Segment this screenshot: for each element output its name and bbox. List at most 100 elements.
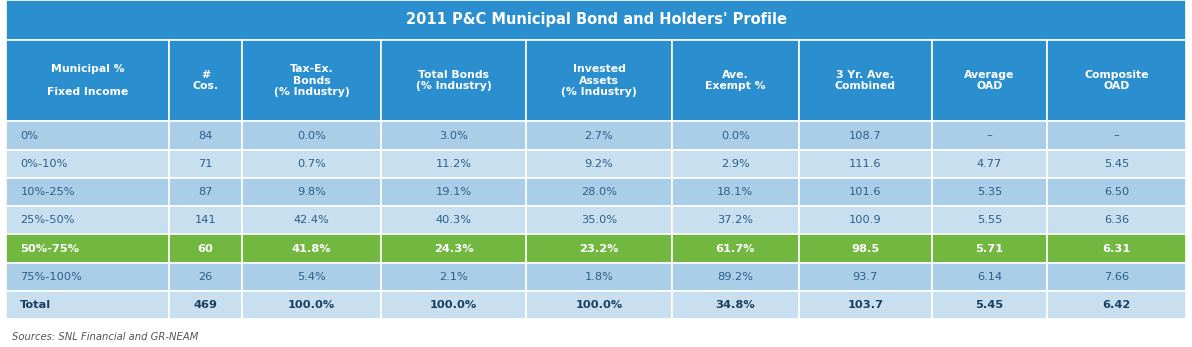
- FancyBboxPatch shape: [932, 206, 1047, 235]
- Text: 9.8%: 9.8%: [297, 187, 325, 197]
- Text: 2011 P&C Municipal Bond and Holders' Profile: 2011 P&C Municipal Bond and Holders' Pro…: [405, 12, 787, 27]
- FancyBboxPatch shape: [242, 291, 381, 319]
- FancyBboxPatch shape: [671, 40, 799, 121]
- FancyBboxPatch shape: [799, 263, 932, 291]
- FancyBboxPatch shape: [242, 121, 381, 150]
- FancyBboxPatch shape: [527, 121, 671, 150]
- Text: 4.77: 4.77: [976, 159, 1002, 169]
- Text: 0%-10%: 0%-10%: [20, 159, 68, 169]
- Text: 7.66: 7.66: [1104, 272, 1129, 282]
- Text: 5.55: 5.55: [976, 215, 1002, 225]
- FancyBboxPatch shape: [6, 235, 169, 263]
- Text: 61.7%: 61.7%: [715, 244, 755, 254]
- FancyBboxPatch shape: [799, 40, 932, 121]
- FancyBboxPatch shape: [242, 150, 381, 178]
- FancyBboxPatch shape: [1047, 206, 1186, 235]
- Text: 100.0%: 100.0%: [288, 300, 335, 310]
- Text: 9.2%: 9.2%: [584, 159, 614, 169]
- FancyBboxPatch shape: [932, 291, 1047, 319]
- Text: –: –: [987, 130, 992, 141]
- FancyBboxPatch shape: [6, 263, 169, 291]
- FancyBboxPatch shape: [169, 206, 242, 235]
- Text: 2.9%: 2.9%: [721, 159, 750, 169]
- Text: 6.31: 6.31: [1103, 244, 1130, 254]
- FancyBboxPatch shape: [169, 235, 242, 263]
- FancyBboxPatch shape: [527, 178, 671, 206]
- FancyBboxPatch shape: [527, 206, 671, 235]
- FancyBboxPatch shape: [1047, 263, 1186, 291]
- FancyBboxPatch shape: [381, 235, 527, 263]
- Text: 100.0%: 100.0%: [576, 300, 622, 310]
- FancyBboxPatch shape: [242, 235, 381, 263]
- Text: 0%: 0%: [20, 130, 38, 141]
- FancyBboxPatch shape: [381, 291, 527, 319]
- Text: 1.8%: 1.8%: [584, 272, 614, 282]
- FancyBboxPatch shape: [671, 206, 799, 235]
- FancyBboxPatch shape: [6, 121, 169, 150]
- Text: 89.2%: 89.2%: [718, 272, 753, 282]
- Text: 0.0%: 0.0%: [297, 130, 325, 141]
- Text: 2.1%: 2.1%: [440, 272, 468, 282]
- Text: #
Cos.: # Cos.: [193, 70, 218, 91]
- FancyBboxPatch shape: [527, 291, 671, 319]
- Text: 5.71: 5.71: [975, 244, 1004, 254]
- FancyBboxPatch shape: [169, 150, 242, 178]
- Text: Tax-Ex.
Bonds
(% Industry): Tax-Ex. Bonds (% Industry): [274, 65, 349, 97]
- Text: 111.6: 111.6: [849, 159, 882, 169]
- Text: 5.45: 5.45: [1104, 159, 1129, 169]
- FancyBboxPatch shape: [671, 235, 799, 263]
- FancyBboxPatch shape: [169, 40, 242, 121]
- Text: 42.4%: 42.4%: [293, 215, 329, 225]
- Text: 35.0%: 35.0%: [581, 215, 617, 225]
- FancyBboxPatch shape: [169, 178, 242, 206]
- Text: 19.1%: 19.1%: [436, 187, 472, 197]
- Text: 75%-100%: 75%-100%: [20, 272, 82, 282]
- Text: 5.45: 5.45: [975, 300, 1004, 310]
- Text: Ave.
Exempt %: Ave. Exempt %: [704, 70, 765, 91]
- Text: 6.36: 6.36: [1104, 215, 1129, 225]
- Text: 41.8%: 41.8%: [292, 244, 331, 254]
- FancyBboxPatch shape: [381, 150, 527, 178]
- Text: 40.3%: 40.3%: [436, 215, 472, 225]
- FancyBboxPatch shape: [932, 121, 1047, 150]
- Text: 18.1%: 18.1%: [718, 187, 753, 197]
- FancyBboxPatch shape: [381, 263, 527, 291]
- Text: 98.5: 98.5: [851, 244, 880, 254]
- Text: 84: 84: [199, 130, 213, 141]
- Text: 28.0%: 28.0%: [581, 187, 617, 197]
- Text: 50%-75%: 50%-75%: [20, 244, 79, 254]
- FancyBboxPatch shape: [1047, 178, 1186, 206]
- FancyBboxPatch shape: [6, 0, 1186, 40]
- FancyBboxPatch shape: [1047, 291, 1186, 319]
- FancyBboxPatch shape: [6, 291, 169, 319]
- FancyBboxPatch shape: [381, 206, 527, 235]
- Text: 25%-50%: 25%-50%: [20, 215, 75, 225]
- FancyBboxPatch shape: [242, 263, 381, 291]
- Text: Sources: SNL Financial and GR-NEAM: Sources: SNL Financial and GR-NEAM: [12, 332, 198, 341]
- FancyBboxPatch shape: [799, 206, 932, 235]
- FancyBboxPatch shape: [1047, 121, 1186, 150]
- FancyBboxPatch shape: [242, 206, 381, 235]
- FancyBboxPatch shape: [6, 150, 169, 178]
- FancyBboxPatch shape: [381, 178, 527, 206]
- Text: 6.50: 6.50: [1104, 187, 1129, 197]
- Text: 5.35: 5.35: [976, 187, 1002, 197]
- FancyBboxPatch shape: [381, 121, 527, 150]
- FancyBboxPatch shape: [932, 40, 1047, 121]
- FancyBboxPatch shape: [6, 40, 169, 121]
- FancyBboxPatch shape: [799, 178, 932, 206]
- FancyBboxPatch shape: [799, 121, 932, 150]
- Text: 37.2%: 37.2%: [718, 215, 753, 225]
- FancyBboxPatch shape: [527, 150, 671, 178]
- FancyBboxPatch shape: [671, 121, 799, 150]
- Text: 34.8%: 34.8%: [715, 300, 755, 310]
- FancyBboxPatch shape: [671, 178, 799, 206]
- Text: 60: 60: [198, 244, 213, 254]
- FancyBboxPatch shape: [932, 235, 1047, 263]
- Text: 6.42: 6.42: [1103, 300, 1130, 310]
- Text: Total: Total: [20, 300, 51, 310]
- FancyBboxPatch shape: [1047, 150, 1186, 178]
- Text: 5.4%: 5.4%: [297, 272, 325, 282]
- FancyBboxPatch shape: [671, 263, 799, 291]
- FancyBboxPatch shape: [381, 40, 527, 121]
